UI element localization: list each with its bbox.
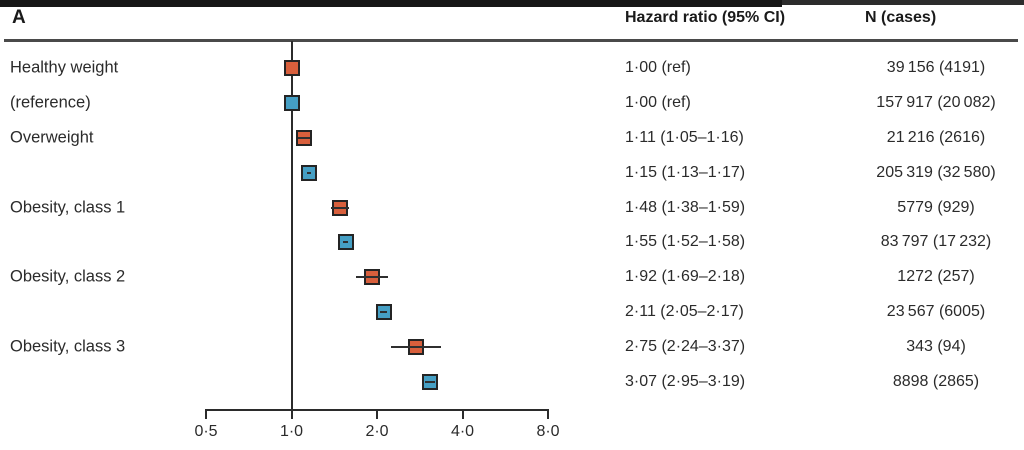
n-cases-value: 23 567 (6005) [886,303,986,320]
category-label: Obesity, class 3 [10,337,126,356]
confidence-interval-line [380,310,388,314]
column-header-n-cases: N (cases) [865,9,937,26]
n-cases-value: 343 (94) [906,338,966,355]
forest-point-square [283,95,300,111]
category-label: Overweight [10,128,94,147]
x-axis-tick [547,409,549,419]
panel-label: A [12,7,26,28]
x-axis-tick-label: 1·0 [279,423,304,440]
n-cases-value: 21 216 (2616) [886,129,986,146]
category-label: Healthy weight [10,58,119,77]
header-divider-rule [4,39,1018,42]
confidence-interval-line [356,275,388,279]
hazard-ratio-value: 1·15 (1·13–1·17) [625,164,746,181]
confidence-interval-line [343,240,348,244]
top-window-bar-right [782,0,1024,5]
hazard-ratio-value: 3·07 (2·95–3·19) [625,373,746,390]
x-axis-tick [290,409,293,419]
category-label: Obesity, class 2 [10,267,126,286]
n-cases-value: 157 917 (20 082) [876,94,996,111]
n-cases-value: 1272 (257) [897,268,975,285]
x-axis-tick [461,409,464,419]
hazard-ratio-value: 1·11 (1·05–1·16) [625,129,744,146]
n-cases-value: 39 156 (4191) [886,59,986,76]
top-window-bar-left [0,0,782,7]
hazard-ratio-value: 1·48 (1·38–1·59) [625,199,746,216]
hazard-ratio-value: 1·55 (1·52–1·58) [625,233,746,250]
reference-line [290,41,293,411]
x-axis-tick [205,409,207,419]
x-axis-tick-label: 0·5 [194,423,218,440]
hazard-ratio-value: 2·11 (2·05–2·17) [625,303,744,320]
x-axis-tick-label: 8·0 [536,423,560,440]
n-cases-value: 8898 (2865) [892,373,980,390]
category-label: Obesity, class 1 [10,198,126,217]
hazard-ratio-value: 1·00 (ref) [625,59,691,76]
forest-point-square [283,60,300,76]
category-label: (reference) [10,93,91,112]
column-header-hazard-ratio: Hazard ratio (95% CI) [625,9,786,26]
n-cases-value: 83 797 (17 232) [880,233,992,250]
n-cases-value: 5779 (929) [897,199,975,216]
x-axis-tick-label: 4·0 [450,423,475,440]
hazard-ratio-value: 1·00 (ref) [625,94,691,111]
confidence-interval-line [306,171,311,175]
n-cases-value: 205 319 (32 580) [876,164,996,181]
x-axis-tick-label: 2·0 [365,423,389,440]
x-axis-tick [376,409,378,419]
hazard-ratio-value: 1·92 (1·69–2·18) [625,268,746,285]
confidence-interval-line [297,136,310,140]
hazard-ratio-value: 2·75 (2·24–3·37) [625,338,746,355]
confidence-interval-line [390,345,442,349]
confidence-interval-line [331,206,349,210]
confidence-interval-line [424,380,435,384]
